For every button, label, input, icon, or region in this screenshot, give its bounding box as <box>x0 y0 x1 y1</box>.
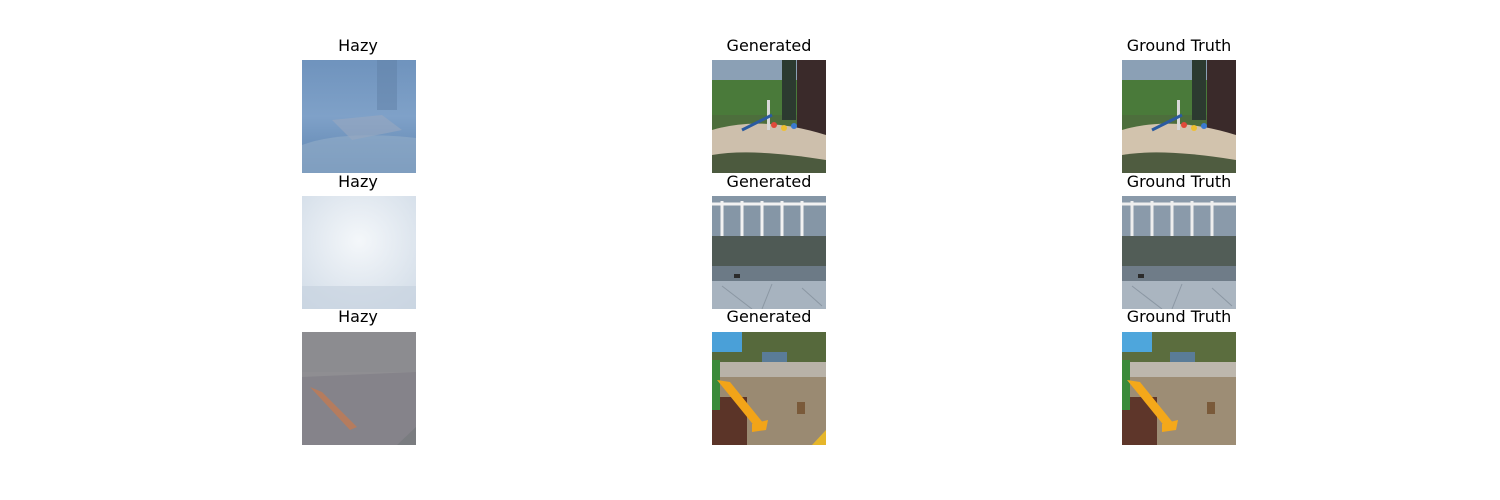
generated-image-1 <box>712 60 826 173</box>
panel-title-hazy-1: Hazy <box>338 36 378 55</box>
hazy-image-1 <box>302 60 416 173</box>
ground-truth-image-1 <box>1122 60 1236 173</box>
ground-truth-image-2 <box>1122 196 1236 309</box>
hazy-image-3 <box>302 332 416 445</box>
panel-title-ground-truth-3: Ground Truth <box>1126 307 1232 326</box>
panel-title-ground-truth-2: Ground Truth <box>1126 172 1232 191</box>
panel-title-hazy-2: Hazy <box>338 172 378 191</box>
panel-title-ground-truth-1: Ground Truth <box>1126 36 1232 55</box>
panel-title-generated-1: Generated <box>726 36 812 55</box>
generated-image-3 <box>712 332 826 445</box>
panel-title-generated-3: Generated <box>726 307 812 326</box>
panel-title-generated-2: Generated <box>726 172 812 191</box>
generated-image-2 <box>712 196 826 309</box>
ground-truth-image-3 <box>1122 332 1236 445</box>
hazy-image-2 <box>302 196 416 309</box>
panel-title-hazy-3: Hazy <box>338 307 378 326</box>
